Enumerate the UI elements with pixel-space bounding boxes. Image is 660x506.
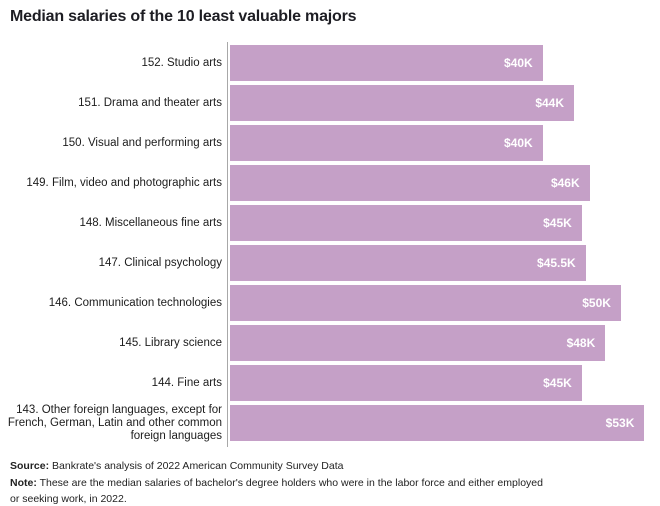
- bar-track: $40K: [230, 125, 660, 161]
- value-label: $53K: [605, 416, 635, 430]
- note-text: These are the median salaries of bachelo…: [10, 476, 543, 506]
- bar: $53K: [230, 405, 645, 441]
- bar-row: 147. Clinical psychology $45.5K: [0, 245, 660, 281]
- value-label: $45K: [543, 376, 572, 390]
- bar-row: 151. Drama and theater arts $44K: [0, 85, 660, 121]
- bar-row: 152. Studio arts $40K: [0, 45, 660, 81]
- bar: $48K: [230, 325, 606, 361]
- source-label: Source:: [10, 460, 50, 472]
- note-line: Note: These are the median salaries of b…: [10, 475, 555, 506]
- source-text: Bankrate's analysis of 2022 American Com…: [52, 460, 344, 472]
- category-label: 144. Fine arts: [151, 376, 222, 389]
- bar: $45K: [230, 205, 582, 241]
- y-axis-line: [227, 42, 228, 447]
- bar-track: $53K: [230, 405, 660, 441]
- bar-track: $45K: [230, 205, 660, 241]
- category-label: 151. Drama and theater arts: [78, 96, 222, 109]
- source-line: Source: Bankrate's analysis of 2022 Amer…: [10, 458, 555, 475]
- chart-title: Median salaries of the 10 least valuable…: [10, 8, 357, 25]
- bar-track: $48K: [230, 325, 660, 361]
- bar: $40K: [230, 125, 543, 161]
- bar-track: $44K: [230, 85, 660, 121]
- value-label: $44K: [535, 96, 564, 110]
- bar-track: $40K: [230, 45, 660, 81]
- value-label: $40K: [504, 56, 533, 70]
- value-label: $45.5K: [537, 256, 576, 270]
- note-label: Note:: [10, 476, 37, 489]
- bar-row: 143. Other foreign languages, except for…: [0, 403, 660, 442]
- category-label: 145. Library science: [119, 336, 222, 349]
- bar-rows: 152. Studio arts $40K 151. Drama and theat…: [0, 45, 660, 442]
- bar-row: 146. Communication technologies $50K: [0, 285, 660, 321]
- category-label: 150. Visual and performing arts: [62, 136, 222, 149]
- bar: $40K: [230, 45, 543, 81]
- bar-row: 150. Visual and performing arts $40K: [0, 125, 660, 161]
- bar-track: $50K: [230, 285, 660, 321]
- category-label: 152. Studio arts: [141, 56, 222, 69]
- footer-notes: Source: Bankrate's analysis of 2022 Amer…: [10, 458, 555, 506]
- category-label: 143. Other foreign languages, except for…: [7, 403, 222, 442]
- bar-track: $45K: [230, 365, 660, 401]
- category-label: 148. Miscellaneous fine arts: [79, 216, 222, 229]
- bar: $45K: [230, 365, 582, 401]
- bar-row: 148. Miscellaneous fine arts $45K: [0, 205, 660, 241]
- bar-row: 144. Fine arts $45K: [0, 365, 660, 401]
- bar-row: 149. Film, video and photographic arts $4…: [0, 165, 660, 201]
- value-label: $48K: [566, 336, 596, 350]
- bar-row: 145. Library science $48K: [0, 325, 660, 361]
- bar: $45.5K: [230, 245, 586, 281]
- value-label: $46K: [550, 176, 580, 190]
- value-label: $40K: [504, 136, 533, 150]
- category-label: 146. Communication technologies: [48, 296, 222, 309]
- value-label: $50K: [582, 296, 611, 310]
- bar-track: $45.5K: [230, 245, 660, 281]
- bar: $44K: [230, 85, 574, 121]
- category-label: 147. Clinical psychology: [98, 256, 222, 269]
- bar-track: $46K: [230, 165, 660, 201]
- value-label: $45K: [543, 216, 572, 230]
- bar: $50K: [230, 285, 621, 321]
- category-label: 149. Film, video and photographic arts: [26, 176, 222, 189]
- bar: $46K: [230, 165, 590, 201]
